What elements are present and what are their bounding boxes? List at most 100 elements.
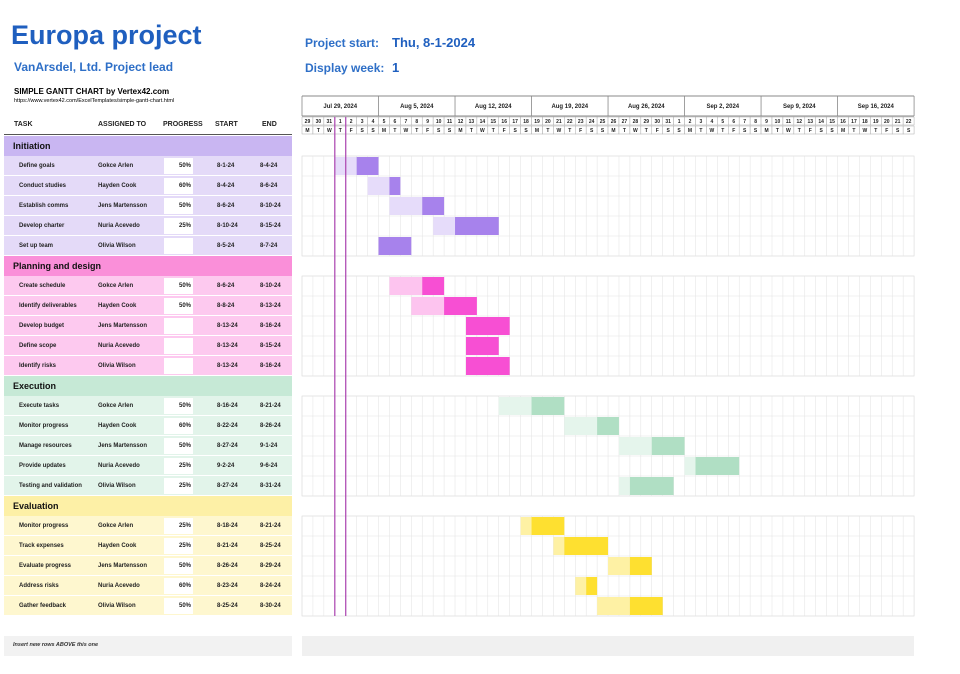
task-row[interactable]: Establish comms Jens Martensson 50% 8-6-24 8… xyxy=(4,196,292,216)
task-name[interactable]: Identify deliverables xyxy=(19,303,77,309)
task-end[interactable]: 8-15-24 xyxy=(260,343,281,349)
task-start[interactable]: 8-13-24 xyxy=(217,323,238,329)
task-assignee[interactable]: Nuria Acevedo xyxy=(98,583,140,589)
task-row[interactable]: Testing and validation Olivia Wilson 25% 8-… xyxy=(4,476,292,496)
task-row[interactable]: Develop charter Nuria Acevedo 25% 8-10-24 8-… xyxy=(4,216,292,236)
task-assignee[interactable]: Olivia Wilson xyxy=(98,603,136,609)
task-start[interactable]: 8-5-24 xyxy=(217,243,235,249)
task-end[interactable]: 9-6-24 xyxy=(260,463,278,469)
task-end[interactable]: 8-6-24 xyxy=(260,183,278,189)
task-row[interactable]: Conduct studies Hayden Cook 60% 8-4-24 8-6-2… xyxy=(4,176,292,196)
phase-header[interactable]: Planning and design xyxy=(4,256,292,276)
task-assignee[interactable]: Jens Martensson xyxy=(98,563,148,569)
task-end[interactable]: 8-4-24 xyxy=(260,163,278,169)
task-assignee[interactable]: Nuria Acevedo xyxy=(98,223,140,229)
task-name[interactable]: Develop budget xyxy=(19,323,65,329)
task-progress[interactable] xyxy=(164,338,193,354)
task-end[interactable]: 8-10-24 xyxy=(260,203,281,209)
task-name[interactable]: Set up team xyxy=(19,243,54,249)
task-row[interactable]: Identify risks Olivia Wilson 8-13-24 8-16-2… xyxy=(4,356,292,376)
task-end[interactable]: 8-29-24 xyxy=(260,563,281,569)
task-progress[interactable]: 50% xyxy=(164,438,193,454)
task-progress[interactable] xyxy=(164,238,193,254)
task-start[interactable]: 8-13-24 xyxy=(217,343,238,349)
task-end[interactable]: 8-21-24 xyxy=(260,523,281,529)
task-assignee[interactable]: Gokce Arlen xyxy=(98,283,134,289)
task-row[interactable]: Monitor progress Hayden Cook 60% 8-22-24 8-2… xyxy=(4,416,292,436)
task-assignee[interactable]: Olivia Wilson xyxy=(98,483,136,489)
task-start[interactable]: 8-27-24 xyxy=(217,483,238,489)
task-row[interactable]: Track expenses Hayden Cook 25% 8-21-24 8-25-… xyxy=(4,536,292,556)
task-assignee[interactable]: Gokce Arlen xyxy=(98,523,134,529)
task-start[interactable]: 8-16-24 xyxy=(217,403,238,409)
task-start[interactable]: 8-21-24 xyxy=(217,543,238,549)
task-progress[interactable]: 25% xyxy=(164,518,193,534)
task-assignee[interactable]: Olivia Wilson xyxy=(98,243,136,249)
task-progress[interactable]: 60% xyxy=(164,418,193,434)
task-row[interactable]: Create schedule Gokce Arlen 50% 8-6-24 8-10-… xyxy=(4,276,292,296)
task-name[interactable]: Create schedule xyxy=(19,283,66,289)
task-progress[interactable]: 25% xyxy=(164,218,193,234)
task-name[interactable]: Evaluate progress xyxy=(19,563,72,569)
task-end[interactable]: 8-31-24 xyxy=(260,483,281,489)
task-name[interactable]: Define goals xyxy=(19,163,55,169)
task-assignee[interactable]: Gokce Arlen xyxy=(98,163,134,169)
task-assignee[interactable]: Jens Martensson xyxy=(98,203,148,209)
task-start[interactable]: 8-25-24 xyxy=(217,603,238,609)
task-progress[interactable]: 25% xyxy=(164,458,193,474)
task-start[interactable]: 8-26-24 xyxy=(217,563,238,569)
task-row[interactable]: Define goals Gokce Arlen 50% 8-1-24 8-4-24 xyxy=(4,156,292,176)
task-assignee[interactable]: Gokce Arlen xyxy=(98,403,134,409)
task-progress[interactable]: 50% xyxy=(164,198,193,214)
task-assignee[interactable]: Hayden Cook xyxy=(98,303,137,309)
task-row[interactable]: Identify deliverables Hayden Cook 50% 8-8-2… xyxy=(4,296,292,316)
task-row[interactable]: Gather feedback Olivia Wilson 50% 8-25-24 8-… xyxy=(4,596,292,616)
task-name[interactable]: Address risks xyxy=(19,583,59,589)
task-start[interactable]: 8-1-24 xyxy=(217,163,235,169)
task-start[interactable]: 8-23-24 xyxy=(217,583,238,589)
task-name[interactable]: Testing and validation xyxy=(19,483,82,489)
credit-link[interactable]: https://www.vertex42.com/ExcelTemplates/… xyxy=(14,98,175,104)
task-end[interactable]: 8-21-24 xyxy=(260,403,281,409)
task-progress[interactable] xyxy=(164,358,193,374)
task-progress[interactable]: 50% xyxy=(164,598,193,614)
task-name[interactable]: Manage resources xyxy=(19,443,72,449)
task-start[interactable]: 8-22-24 xyxy=(217,423,238,429)
task-row[interactable]: Provide updates Nuria Acevedo 25% 9-2-24 9-6… xyxy=(4,456,292,476)
task-name[interactable]: Establish comms xyxy=(19,203,69,209)
task-end[interactable]: 8-7-24 xyxy=(260,243,278,249)
task-end[interactable]: 8-26-24 xyxy=(260,423,281,429)
task-assignee[interactable]: Olivia Wilson xyxy=(98,363,136,369)
project-lead[interactable]: Project lead xyxy=(105,60,174,74)
task-progress[interactable]: 50% xyxy=(164,558,193,574)
task-name[interactable]: Execute tasks xyxy=(19,403,60,409)
task-end[interactable]: 8-25-24 xyxy=(260,543,281,549)
task-start[interactable]: 8-27-24 xyxy=(217,443,238,449)
task-end[interactable]: 8-16-24 xyxy=(260,323,281,329)
display-week-value[interactable]: 1 xyxy=(392,60,400,75)
task-name[interactable]: Identify risks xyxy=(19,363,57,369)
task-row[interactable]: Address risks Nuria Acevedo 60% 8-23-24 8-24… xyxy=(4,576,292,596)
task-name[interactable]: Develop charter xyxy=(19,223,65,229)
task-start[interactable]: 8-4-24 xyxy=(217,183,235,189)
task-end[interactable]: 8-30-24 xyxy=(260,603,281,609)
project-start-value[interactable]: Thu, 8-1-2024 xyxy=(392,35,476,50)
task-end[interactable]: 8-16-24 xyxy=(260,363,281,369)
task-name[interactable]: Gather feedback xyxy=(19,603,67,609)
task-progress[interactable]: 50% xyxy=(164,158,193,174)
task-progress[interactable]: 50% xyxy=(164,398,193,414)
task-row[interactable]: Manage resources Jens Martensson 50% 8-27-2… xyxy=(4,436,292,456)
phase-header[interactable]: Initiation xyxy=(4,136,292,156)
task-assignee[interactable]: Hayden Cook xyxy=(98,183,137,189)
task-end[interactable]: 8-24-24 xyxy=(260,583,281,589)
task-row[interactable]: Monitor progress Gokce Arlen 25% 8-18-24 8-2… xyxy=(4,516,292,536)
task-start[interactable]: 8-8-24 xyxy=(217,303,235,309)
task-start[interactable]: 9-2-24 xyxy=(217,463,235,469)
task-assignee[interactable]: Nuria Acevedo xyxy=(98,463,140,469)
task-start[interactable]: 8-13-24 xyxy=(217,363,238,369)
task-row[interactable]: Execute tasks Gokce Arlen 50% 8-16-24 8-21-2… xyxy=(4,396,292,416)
task-name[interactable]: Monitor progress xyxy=(19,523,69,529)
task-row[interactable]: Evaluate progress Jens Martensson 50% 8-26-… xyxy=(4,556,292,576)
phase-header[interactable]: Execution xyxy=(4,376,292,396)
task-name[interactable]: Conduct studies xyxy=(19,183,67,189)
